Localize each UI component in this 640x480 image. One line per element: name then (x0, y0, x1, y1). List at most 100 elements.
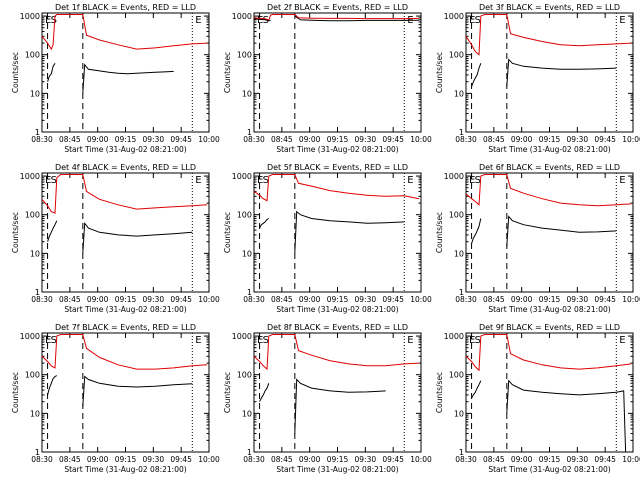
panel-det-1: Det 1f BLACK = Events, RED = LLD 1 10 100 10… (11, 3, 220, 154)
x-tick-label: 09:00 (87, 455, 109, 464)
x-tick-label: 08:30 (455, 455, 477, 464)
series-events-b-line (294, 378, 386, 434)
y-tick-label: 1 (459, 288, 464, 297)
marker-label: E (257, 335, 263, 346)
series-lld-line (465, 334, 632, 372)
x-tick-label: 09:00 (299, 135, 321, 144)
marker-label: S (51, 15, 57, 26)
marker-label: E (407, 175, 413, 186)
x-tick-label: 09:15 (115, 135, 137, 144)
y-tick-label: 1000 (20, 332, 40, 341)
series-lld-line (253, 14, 420, 21)
marker-label: E (257, 15, 263, 26)
marker-label: E (619, 175, 625, 186)
plot-frame (41, 332, 210, 453)
plot-frame (253, 332, 422, 453)
x-tick-label: 09:30 (355, 295, 377, 304)
plot-frame (253, 172, 422, 293)
y-axis-label: Counts/sec (11, 372, 20, 413)
series-lld-line (465, 14, 632, 56)
y-axis-label: Counts/sec (11, 212, 20, 253)
series-events-b-line (82, 221, 193, 254)
y-tick-label: 10 (30, 249, 40, 258)
series-lld-line (41, 334, 208, 370)
marker-label: S (475, 335, 481, 346)
series-events-line (47, 63, 56, 82)
y-tick-label: 1000 (20, 172, 40, 181)
y-tick-label: 10 (30, 409, 40, 418)
marker-label: S (51, 175, 57, 186)
marker-label: E (469, 15, 475, 26)
y-tick-label: 10 (30, 89, 40, 98)
y-tick-label: 10 (454, 249, 464, 258)
x-tick-label: 09:45 (382, 135, 404, 144)
x-tick-label: 10:00 (622, 295, 640, 304)
x-axis-label: Start Time (31-Aug-02 08:21:00) (276, 145, 398, 154)
plot-frame (41, 12, 210, 133)
panel-det-7: Det 7f BLACK = Events, RED = LLD 1 10 100 10… (11, 323, 220, 474)
x-tick-label: 09:15 (327, 135, 349, 144)
y-tick-label: 100 (237, 51, 252, 60)
y-tick-label: 100 (25, 371, 40, 380)
y-tick-label: 1000 (232, 172, 252, 181)
panel-title: Det 1f BLACK = Events, RED = LLD (55, 3, 196, 12)
y-tick-label: 1 (247, 288, 252, 297)
panel-title: Det 8f BLACK = Events, RED = LLD (267, 323, 408, 332)
x-tick-label: 09:00 (511, 135, 533, 144)
y-tick-label: 10 (454, 409, 464, 418)
y-tick-label: 100 (237, 211, 252, 220)
x-tick-label: 09:00 (511, 295, 533, 304)
y-tick-label: 100 (449, 51, 464, 60)
marker-label: S (263, 15, 269, 26)
x-tick-label: 08:30 (455, 135, 477, 144)
marker-label: S (475, 15, 481, 26)
y-tick-label: 1000 (20, 12, 40, 21)
x-tick-label: 09:30 (567, 455, 589, 464)
plot-frame (253, 12, 422, 133)
series-events-b-line (506, 58, 617, 87)
y-tick-label: 1000 (444, 12, 464, 21)
y-tick-label: 1 (247, 448, 252, 457)
x-axis-label: Start Time (31-Aug-02 08:21:00) (488, 305, 610, 314)
panel-title: Det 6f BLACK = Events, RED = LLD (479, 163, 620, 172)
y-tick-label: 1 (35, 288, 40, 297)
marker-label: E (195, 175, 201, 186)
x-tick-label: 09:30 (567, 135, 589, 144)
series-events-line (47, 220, 58, 242)
x-tick-label: 09:15 (327, 455, 349, 464)
y-tick-label: 1000 (444, 332, 464, 341)
y-tick-label: 1000 (232, 12, 252, 21)
x-axis-label: Start Time (31-Aug-02 08:21:00) (488, 145, 610, 154)
x-tick-label: 08:45 (271, 455, 293, 464)
x-tick-label: 09:45 (594, 455, 616, 464)
x-tick-label: 08:30 (31, 455, 53, 464)
plot-frame (465, 172, 634, 293)
series-events-b-line (506, 215, 617, 247)
x-tick-label: 08:45 (271, 135, 293, 144)
series-events-line (471, 63, 482, 87)
x-tick-label: 08:30 (31, 135, 53, 144)
series-lld-line (41, 14, 208, 51)
x-tick-label: 09:30 (355, 135, 377, 144)
x-tick-label: 08:30 (243, 135, 265, 144)
marker-label: E (619, 15, 625, 26)
series-lld-line (253, 334, 420, 371)
marker-label: S (51, 335, 57, 346)
y-tick-label: 1000 (232, 332, 252, 341)
y-tick-label: 10 (242, 409, 252, 418)
series-events-line (471, 218, 482, 244)
y-axis-label: Counts/sec (11, 52, 20, 93)
x-tick-label: 09:15 (539, 135, 561, 144)
y-axis-label: Counts/sec (435, 52, 444, 93)
panel-title: Det 5f BLACK = Events, RED = LLD (267, 163, 408, 172)
y-axis-label: Counts/sec (223, 212, 232, 253)
x-tick-label: 09:00 (299, 455, 321, 464)
marker-label: S (263, 335, 269, 346)
x-axis-label: Start Time (31-Aug-02 08:21:00) (276, 465, 398, 474)
x-tick-label: 10:00 (622, 455, 640, 464)
marker-label: E (257, 175, 263, 186)
panel-det-6: Det 6f BLACK = Events, RED = LLD 1 10 100 10… (435, 163, 640, 314)
y-tick-label: 1 (247, 128, 252, 137)
x-tick-label: 08:45 (271, 295, 293, 304)
x-tick-label: 09:45 (382, 295, 404, 304)
